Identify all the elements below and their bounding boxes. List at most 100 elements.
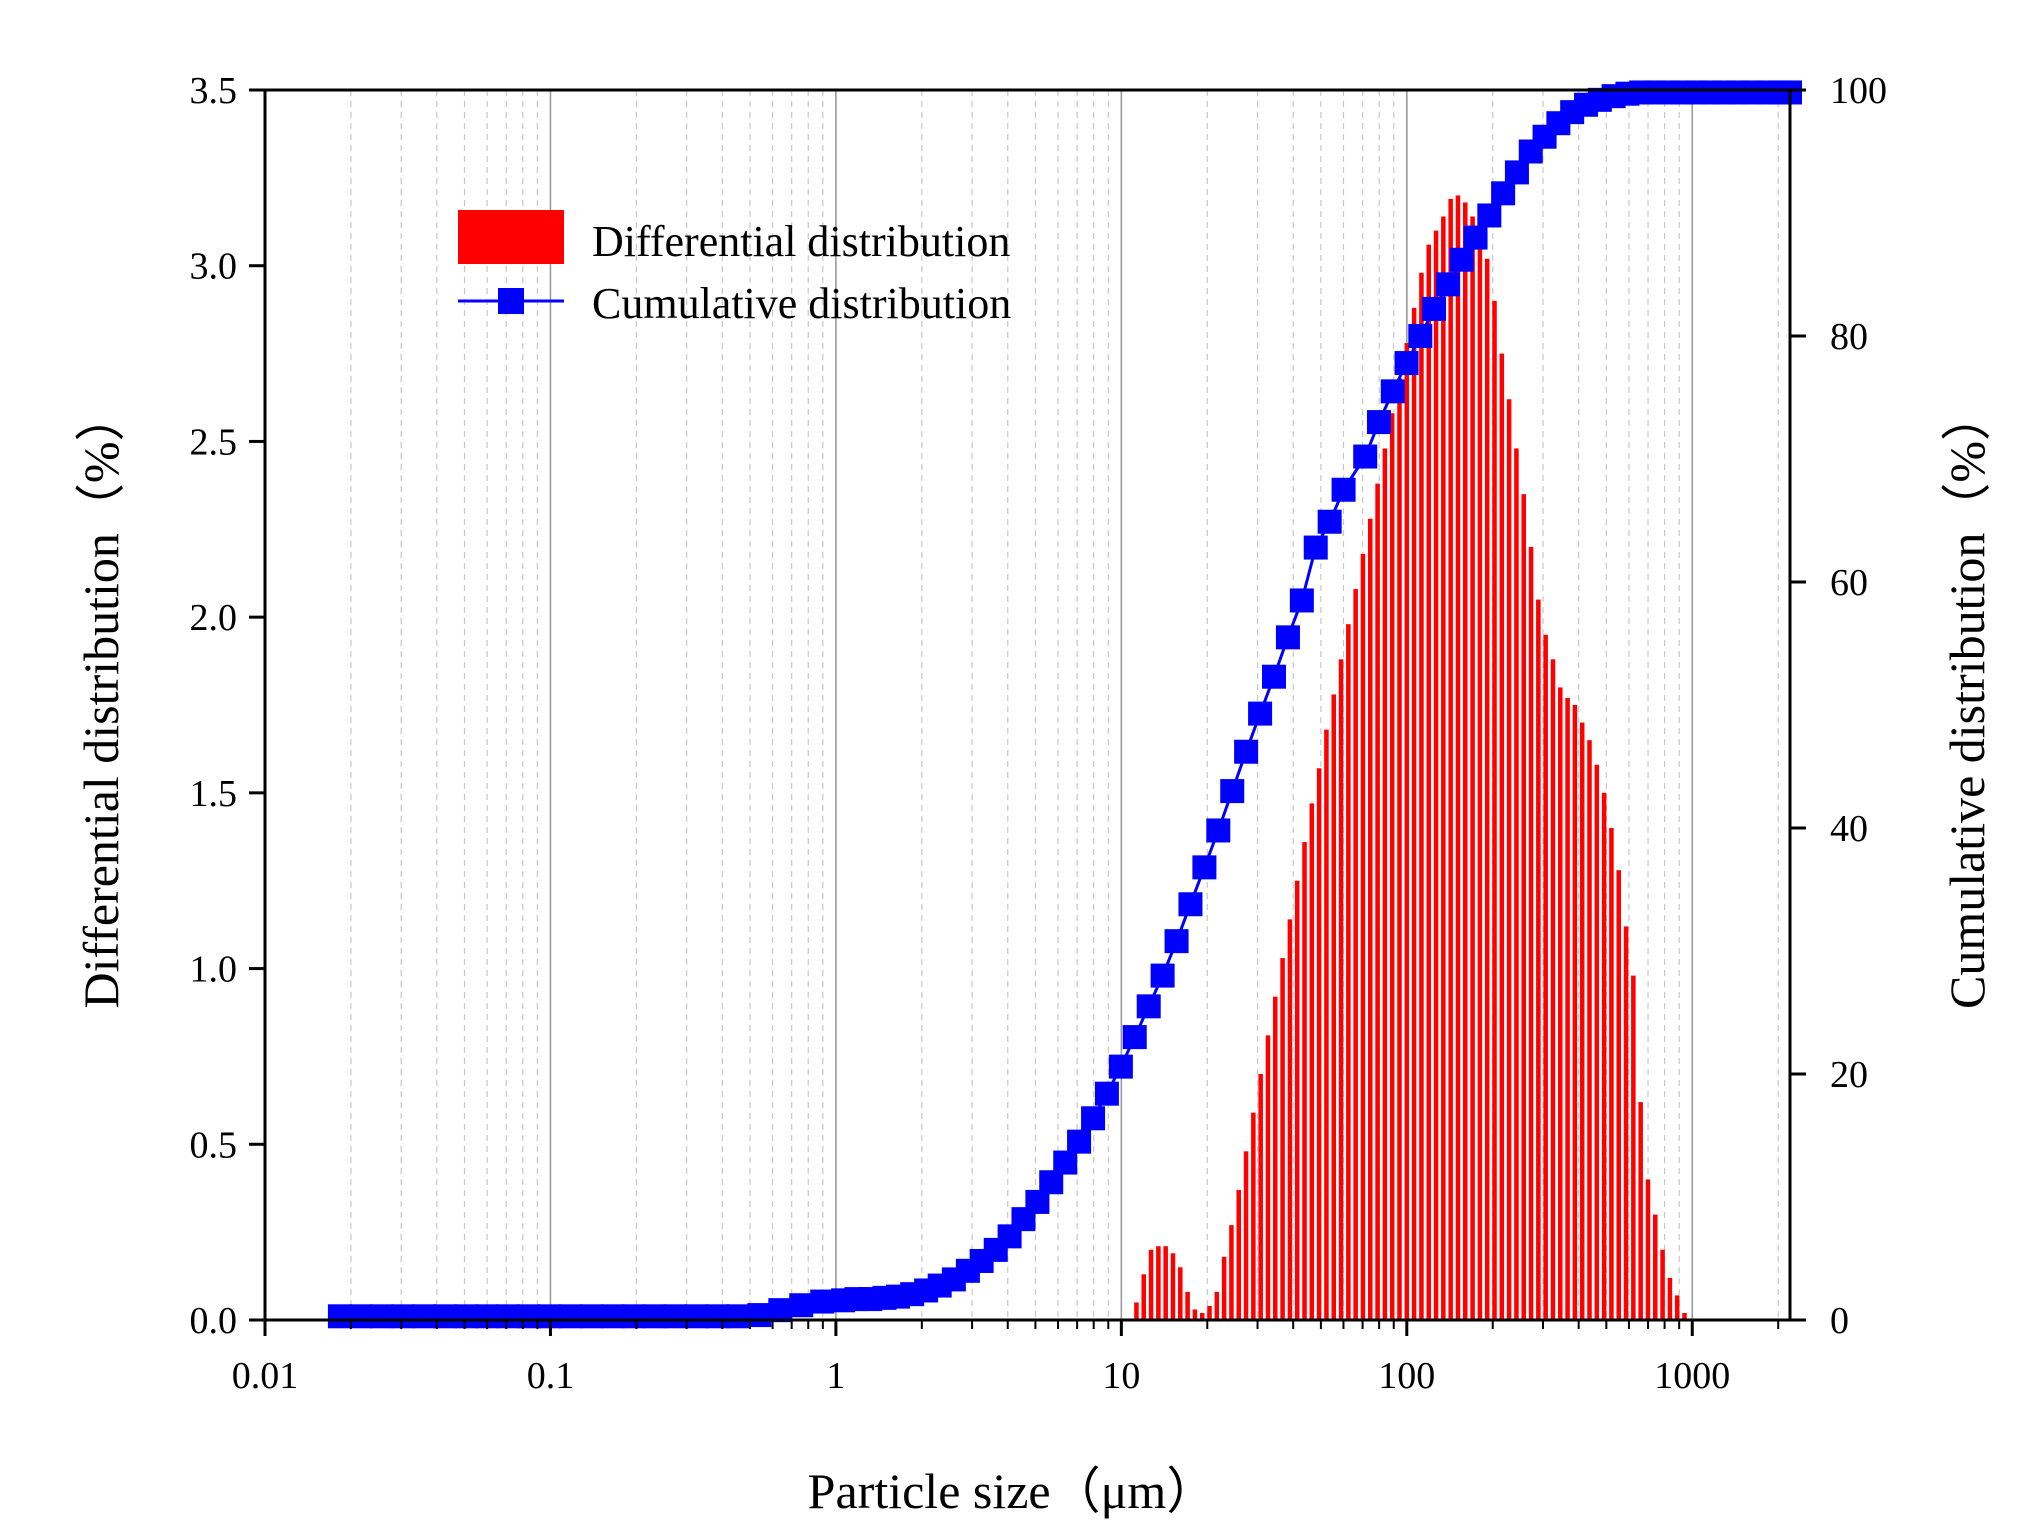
x-tick-label: 100: [1378, 1355, 1435, 1397]
bar: [1229, 1225, 1234, 1320]
bar: [1528, 546, 1534, 1320]
bar: [1273, 996, 1278, 1320]
bar: [1667, 1277, 1673, 1320]
cumulative-marker: [1491, 181, 1516, 206]
bar: [1294, 880, 1300, 1320]
x-tick-label: 1000: [1654, 1355, 1730, 1397]
cumulative-marker: [1380, 379, 1405, 404]
bar: [1645, 1179, 1651, 1320]
cumulative-marker: [1449, 247, 1474, 272]
bar: [1484, 258, 1490, 1321]
bar: [1441, 216, 1446, 1320]
cumulative-marker: [1122, 1025, 1147, 1050]
cumulative-marker: [1248, 701, 1273, 726]
y-right-tick-label: 60: [1830, 562, 1868, 604]
bar: [1199, 1312, 1205, 1320]
legend-label-cumulative: Cumulative distribution: [592, 279, 1011, 328]
bar: [1134, 1302, 1139, 1320]
cumulative-marker: [663, 1304, 688, 1329]
bar: [1192, 1309, 1198, 1320]
bar: [1338, 659, 1344, 1320]
bar: [1426, 244, 1432, 1321]
bar: [1397, 378, 1402, 1321]
bar: [1368, 518, 1373, 1320]
cumulative-marker: [1504, 160, 1529, 185]
cumulative-marker: [1317, 509, 1342, 534]
cumulative-marker: [1108, 1054, 1133, 1079]
y-left-tick-label: 2.5: [190, 421, 238, 463]
bar: [1389, 413, 1395, 1320]
cumulative-marker: [579, 1304, 604, 1329]
bar: [1660, 1249, 1665, 1320]
cumulative-marker: [327, 1304, 352, 1329]
bar: [1558, 687, 1563, 1320]
cumulative-marker: [1261, 664, 1286, 689]
cumulative-marker: [705, 1304, 730, 1329]
bar: [1470, 216, 1475, 1320]
bar: [1404, 343, 1410, 1320]
bar: [1331, 694, 1337, 1320]
cumulative-marker: [370, 1304, 395, 1329]
bar: [1638, 1102, 1643, 1320]
bar: [1536, 599, 1541, 1320]
y-right-tick-label: 40: [1830, 808, 1868, 850]
bar: [1287, 919, 1293, 1320]
cumulative-marker: [412, 1304, 437, 1329]
cumulative-marker: [1275, 625, 1300, 650]
bars-differential: [1134, 195, 1687, 1321]
bar: [1579, 722, 1585, 1320]
cumulative-marker: [621, 1304, 646, 1329]
cumulative-marker: [1408, 324, 1433, 348]
bar: [1236, 1189, 1242, 1320]
bar: [1302, 842, 1307, 1320]
cumulative-marker: [600, 1304, 625, 1329]
cumulative-marker: [454, 1304, 479, 1329]
cumulative-marker: [391, 1304, 416, 1329]
bar: [1221, 1256, 1227, 1320]
bar: [1506, 399, 1512, 1320]
y-right-tick-label: 80: [1830, 316, 1868, 358]
bar: [1346, 624, 1351, 1320]
bar: [1601, 792, 1607, 1320]
bar: [1353, 589, 1358, 1320]
bar: [1653, 1214, 1658, 1320]
bar: [1521, 494, 1527, 1321]
bar: [1141, 1274, 1147, 1320]
bar: [1163, 1246, 1168, 1320]
bar: [1477, 230, 1483, 1321]
bar: [1419, 272, 1424, 1320]
bar: [1251, 1112, 1256, 1320]
bar: [1258, 1074, 1263, 1320]
y-left-tick-label: 0.0: [190, 1300, 238, 1342]
plot-frame: [263, 88, 1792, 1322]
cumulative-marker: [1164, 929, 1189, 954]
bar: [1265, 1035, 1271, 1320]
bar: [1178, 1267, 1183, 1320]
bar: [1616, 870, 1622, 1320]
x-tick-label: 0.1: [527, 1355, 575, 1397]
x-axis-title: Particle size（μm）: [808, 1463, 1217, 1519]
legend-label-differential: Differential distribution: [592, 217, 1010, 266]
bar: [1375, 483, 1380, 1321]
cumulative-marker: [1331, 477, 1356, 502]
bar: [1156, 1246, 1161, 1320]
cumulative-marker: [1303, 535, 1328, 560]
x-tick-label: 1: [826, 1355, 845, 1397]
bar: [1455, 195, 1461, 1320]
cumulative-marker: [1394, 351, 1419, 376]
x-tick-label: 0.01: [232, 1355, 299, 1397]
y-left-tick-label: 1.5: [190, 773, 238, 815]
bar: [1550, 659, 1556, 1320]
y-left-tick-label: 2.0: [190, 597, 238, 639]
bar: [1411, 307, 1417, 1320]
bar: [1214, 1291, 1220, 1320]
cumulative-marker: [1463, 225, 1488, 250]
bar: [1609, 828, 1614, 1320]
y-left-tick-label: 3.0: [190, 246, 238, 288]
bar: [1382, 448, 1388, 1320]
bar: [1316, 768, 1322, 1320]
y-right-tick-label: 20: [1830, 1054, 1868, 1096]
bar: [1170, 1253, 1176, 1320]
cumulative-marker: [1422, 296, 1447, 321]
